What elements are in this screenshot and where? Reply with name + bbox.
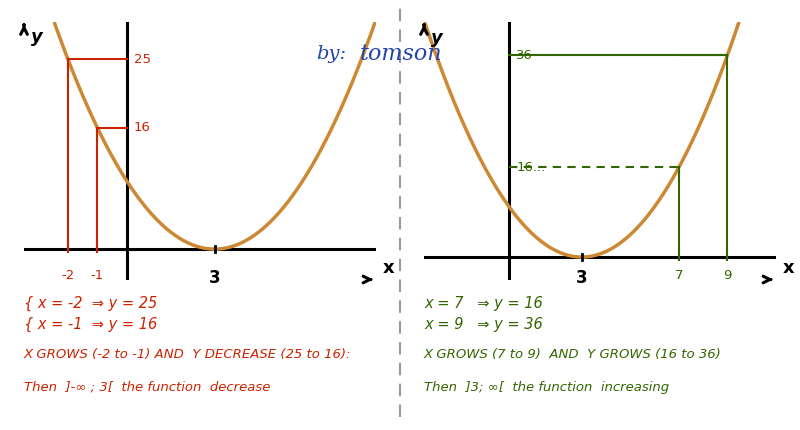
Text: 3: 3 [576, 269, 588, 287]
Text: 9: 9 [723, 269, 732, 282]
Text: -2: -2 [62, 269, 74, 282]
Text: 3: 3 [209, 269, 221, 287]
Text: X GROWS (7 to 9)  AND  Y GROWS (16 to 36): X GROWS (7 to 9) AND Y GROWS (16 to 36) [424, 348, 722, 361]
Text: { x = -1  ⇒ y = 16: { x = -1 ⇒ y = 16 [24, 317, 158, 332]
Text: 7: 7 [674, 269, 683, 282]
Text: Then  ]3; ∞[  the function  increasing: Then ]3; ∞[ the function increasing [424, 381, 669, 393]
Text: X GROWS (-2 to -1) AND  Y DECREASE (25 to 16):: X GROWS (-2 to -1) AND Y DECREASE (25 to… [24, 348, 351, 361]
Text: 16...: 16... [516, 161, 546, 174]
Text: by:: by: [316, 45, 346, 63]
Text: { x = -2  ⇒ y = 25: { x = -2 ⇒ y = 25 [24, 295, 158, 311]
Text: tomson: tomson [360, 43, 442, 65]
Text: 25: 25 [134, 53, 151, 66]
Text: 36: 36 [516, 49, 533, 61]
Text: y: y [431, 28, 442, 46]
Text: x: x [783, 259, 794, 277]
Text: x = 7   ⇒ y = 16: x = 7 ⇒ y = 16 [424, 296, 542, 310]
Text: Then  ]-∞ ; 3[  the function  decrease: Then ]-∞ ; 3[ the function decrease [24, 381, 270, 393]
Text: y: y [31, 28, 42, 46]
Text: x: x [383, 259, 394, 277]
Text: -1: -1 [90, 269, 104, 282]
Text: 16: 16 [134, 121, 151, 134]
Text: x = 9   ⇒ y = 36: x = 9 ⇒ y = 36 [424, 317, 542, 332]
